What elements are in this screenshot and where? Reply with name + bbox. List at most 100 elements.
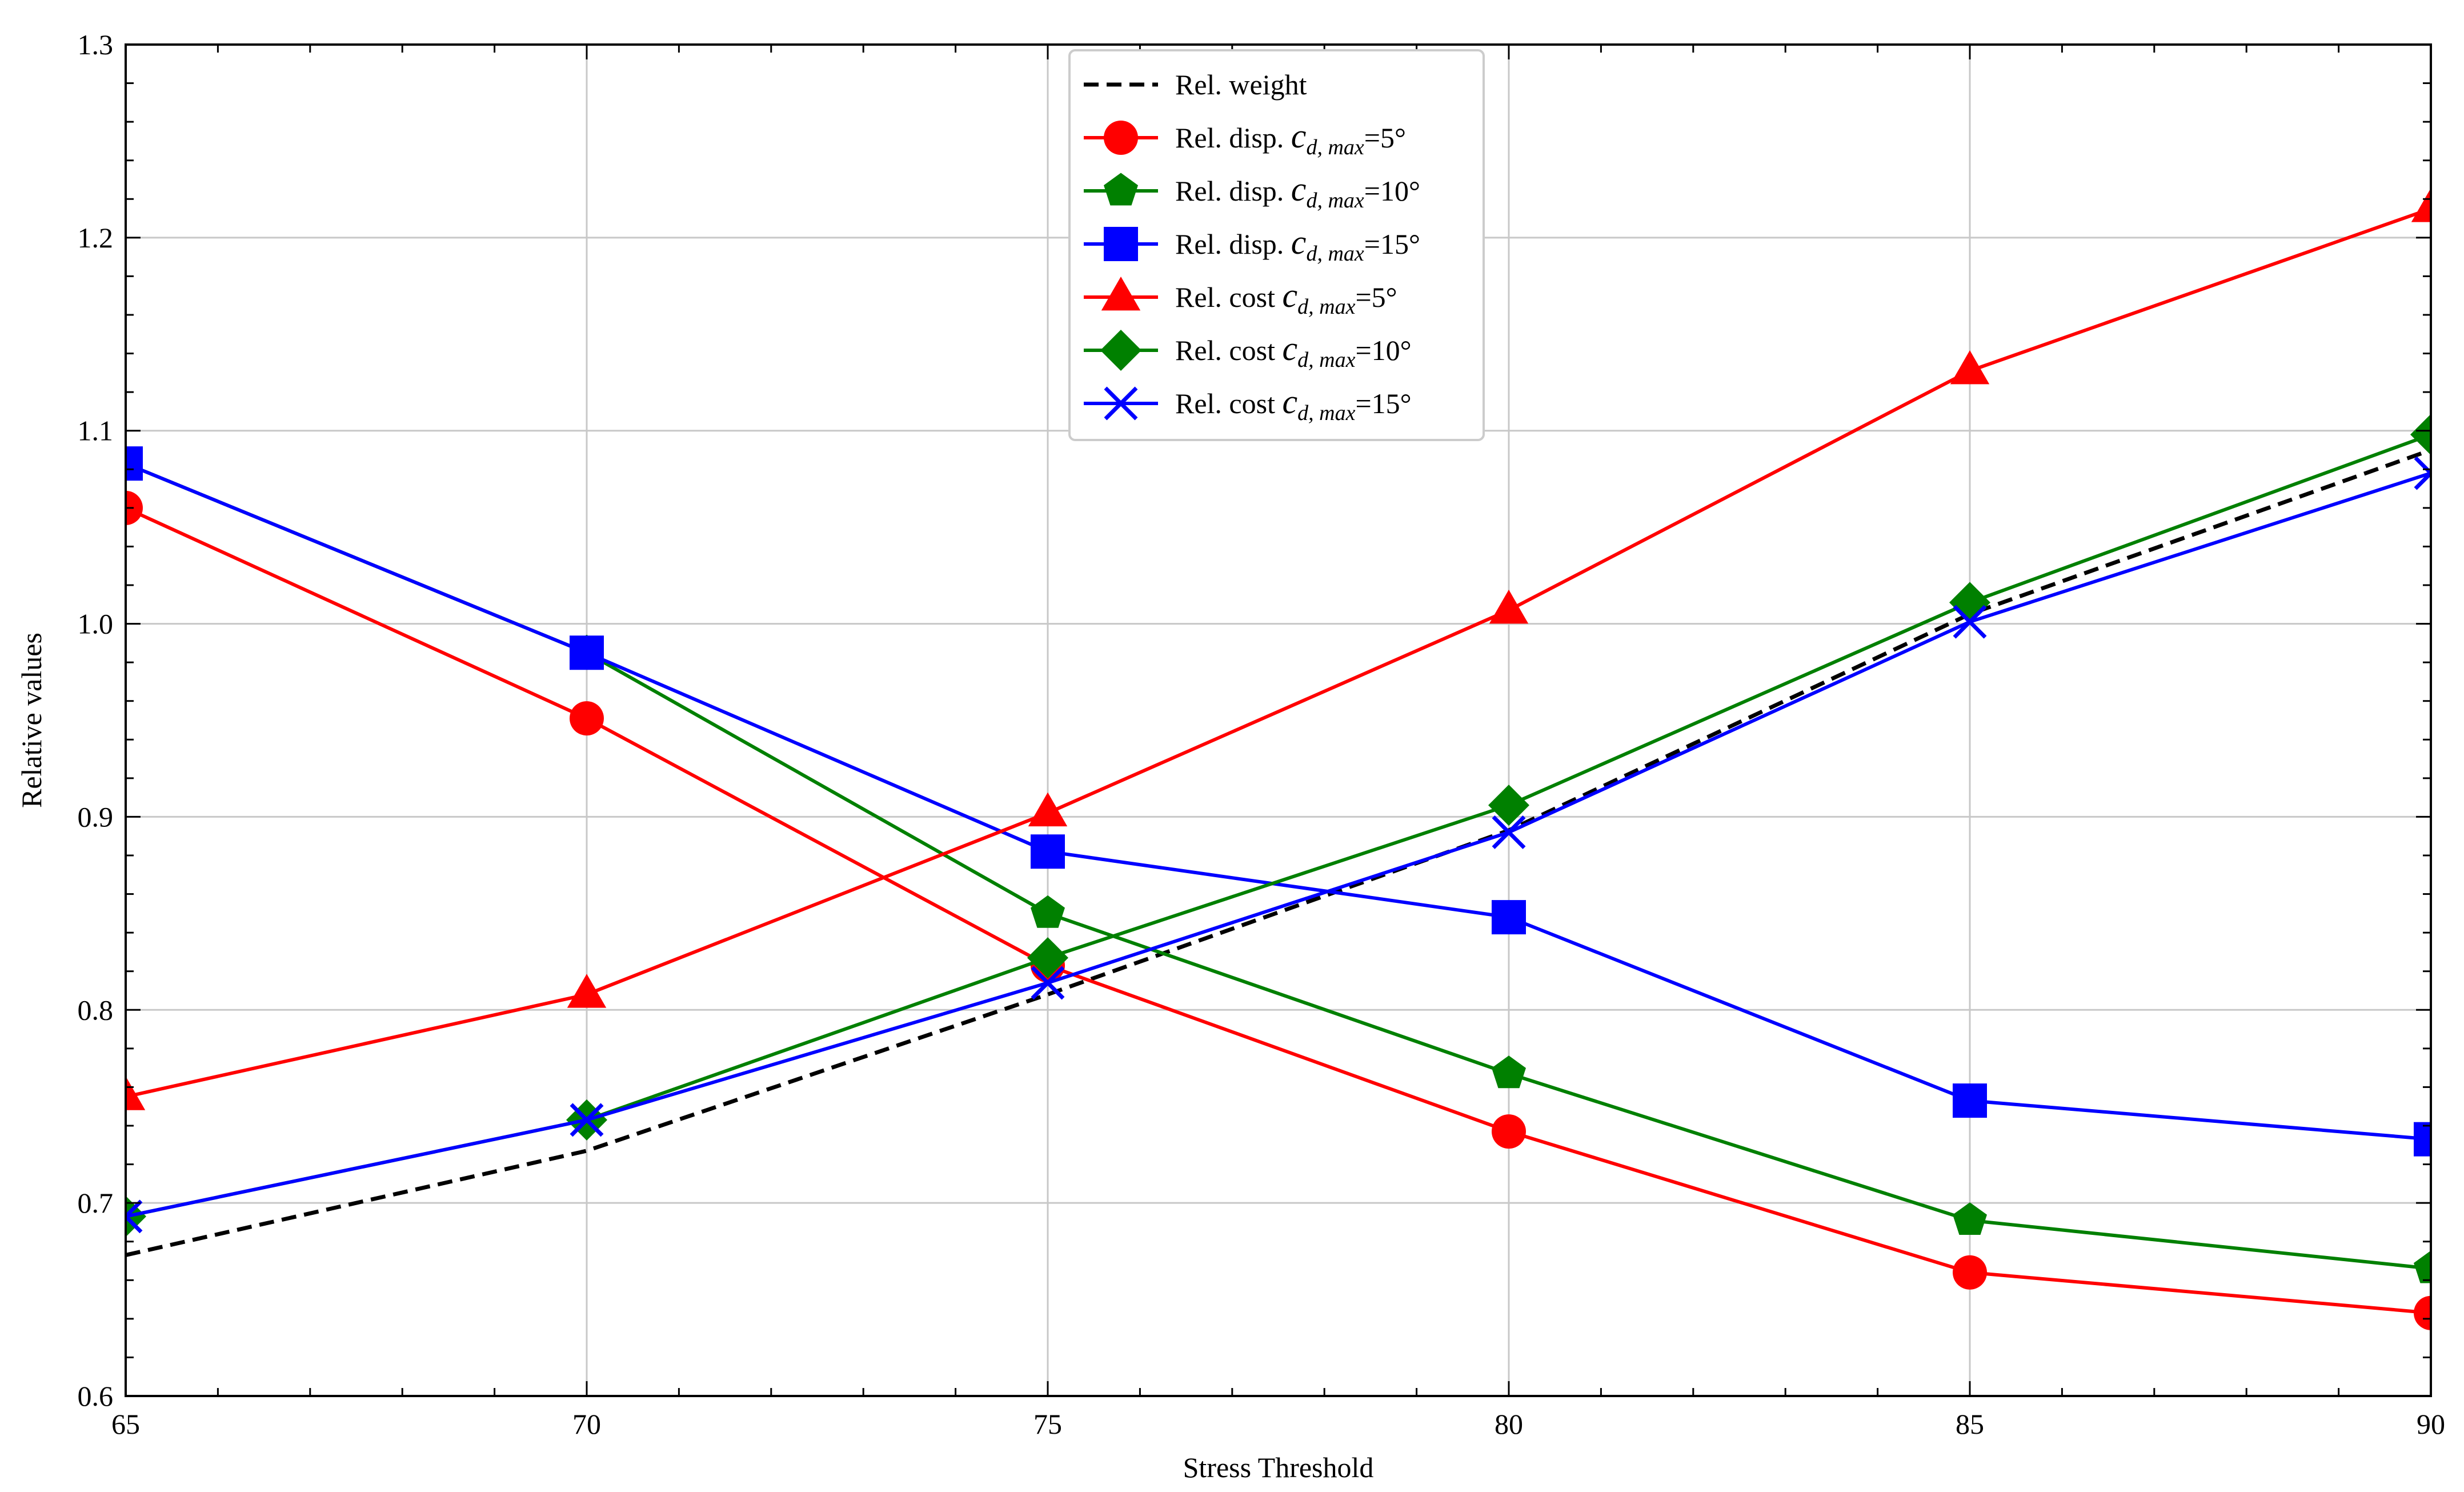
legend-label-subscript: d, max (1297, 348, 1355, 372)
data-point (1028, 792, 1068, 827)
data-point (1027, 937, 1068, 979)
legend-label: Rel. disp. cd, max=15° (1175, 223, 1420, 266)
legend-label-suffix: =5° (1364, 122, 1406, 154)
legend-label-suffix: =5° (1355, 281, 1397, 313)
legend-label-subscript: d, max (1306, 242, 1364, 266)
legend-item: Rel. disp. cd, max=15° (1084, 223, 1420, 266)
data-point (1950, 350, 1990, 385)
data-point (570, 1103, 604, 1137)
series-line (126, 433, 2431, 1218)
legend-label-prefix: Rel. cost (1175, 387, 1282, 419)
legend-label: Rel. cost cd, max=10° (1175, 330, 1412, 372)
data-point (2414, 1295, 2431, 1330)
data-point (126, 490, 143, 525)
legend-item: Rel. cost cd, max=15° (1084, 383, 1412, 425)
data-point (1031, 966, 1065, 1000)
legend-item: Rel. disp. cd, max=10° (1084, 170, 1420, 213)
legend-label-subscript: d, max (1297, 295, 1355, 319)
legend-item: Rel. disp. cd, max=5° (1084, 117, 1406, 159)
data-point (2411, 188, 2431, 222)
data-point (1492, 815, 1526, 849)
data-point (570, 701, 604, 736)
y-tick-label: 0.6 (78, 1380, 114, 1412)
legend-label-prefix: Rel. cost (1175, 334, 1282, 366)
x-tick-label: 65 (111, 1408, 140, 1440)
legend-item: Rel. weight (1084, 69, 1307, 101)
legend-label-math: c (1282, 383, 1297, 421)
series-line (126, 207, 2431, 1099)
series-2 (126, 490, 2431, 1330)
x-tick-label: 80 (1495, 1408, 1523, 1440)
legend-label: Rel. cost cd, max=5° (1175, 277, 1397, 319)
legend-label-math: c (1282, 330, 1297, 367)
data-point (567, 974, 607, 1008)
data-point (1492, 900, 1526, 935)
data-point (1953, 1202, 1987, 1235)
series-line (126, 462, 2431, 1141)
data-point (126, 1076, 146, 1110)
legend-label-prefix: Rel. disp. (1175, 122, 1291, 154)
data-point (1953, 1083, 1987, 1118)
y-tick-label: 1.3 (78, 29, 114, 61)
legend-item: Rel. cost cd, max=10° (1084, 330, 1412, 372)
legend-label-math: c (1291, 117, 1307, 155)
x-tick-label: 90 (2417, 1408, 2445, 1440)
legend-marker (1101, 277, 1141, 311)
legend-marker (1104, 121, 1138, 155)
legend-item: Rel. cost cd, max=5° (1084, 277, 1397, 319)
data-point (1492, 1055, 1526, 1089)
data-point (126, 1199, 143, 1234)
legend-label-prefix: Rel. disp. (1175, 228, 1291, 260)
ticks: 65 70 75 80 85 90 0.6 0.7 0.8 0.9 1.0 1.1 1.2 1.3 (78, 29, 2446, 1440)
data-point (2414, 1250, 2431, 1283)
y-tick-label: 1.0 (78, 608, 114, 640)
legend-marker (1104, 227, 1138, 261)
legend-label-prefix: Rel. cost (1175, 281, 1282, 313)
data-point (2414, 456, 2431, 490)
legend-label-math: c (1291, 170, 1307, 208)
series-line (126, 448, 2431, 1257)
legend-label: Rel. cost cd, max=15° (1175, 383, 1412, 425)
series-layer (126, 188, 2431, 1330)
x-axis-label: Stress Threshold (1183, 1451, 1374, 1483)
series-3 (126, 445, 2431, 1283)
y-tick-label: 1.1 (78, 415, 114, 447)
data-point (1488, 785, 1529, 826)
legend-label-subscript: d, max (1297, 401, 1355, 425)
data-point (1953, 1255, 1987, 1290)
x-tick-label: 85 (1956, 1408, 1984, 1440)
legend-label-subscript: d, max (1306, 189, 1364, 213)
data-point (1953, 605, 1987, 639)
y-tick-label: 0.9 (78, 801, 114, 833)
data-point (2410, 414, 2431, 455)
legend-box (1068, 49, 1485, 441)
x-tick-label: 75 (1033, 1408, 1062, 1440)
legend-marker (1104, 173, 1138, 206)
series-4 (126, 446, 2431, 1157)
data-point (570, 635, 604, 670)
legend-label-suffix: =10° (1355, 334, 1411, 366)
legend-label-prefix: Rel. weight (1175, 69, 1307, 101)
y-axis-label: Relative values (15, 633, 47, 808)
legend-label-math: c (1291, 223, 1307, 261)
series-line (126, 506, 2431, 1315)
data-point (1031, 834, 1065, 869)
series-1 (126, 448, 2431, 1257)
legend-label: Rel. disp. cd, max=5° (1175, 117, 1406, 159)
y-tick-label: 0.8 (78, 994, 114, 1026)
data-point (1031, 895, 1065, 928)
x-tick-label: 70 (572, 1408, 601, 1440)
legend-label: Rel. disp. cd, max=10° (1175, 170, 1420, 213)
series-5 (126, 188, 2431, 1110)
y-tick-label: 0.7 (78, 1187, 114, 1219)
data-point (126, 446, 143, 481)
legend-label-suffix: =15° (1364, 228, 1420, 260)
data-point (1492, 1114, 1526, 1149)
legend-marker (1104, 386, 1138, 421)
series-7 (126, 456, 2431, 1234)
series-6 (126, 414, 2431, 1237)
legend-label-math: c (1282, 277, 1297, 314)
data-point (126, 1195, 146, 1237)
